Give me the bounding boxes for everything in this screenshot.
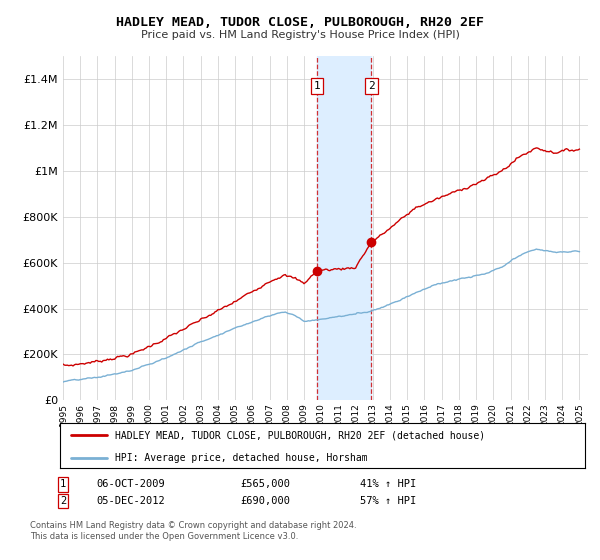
Text: 05-DEC-2012: 05-DEC-2012 bbox=[96, 496, 165, 506]
Text: 57% ↑ HPI: 57% ↑ HPI bbox=[360, 496, 416, 506]
Bar bbox=[317, 56, 371, 400]
Text: HPI: Average price, detached house, Horsham: HPI: Average price, detached house, Hors… bbox=[115, 452, 368, 463]
Text: Contains HM Land Registry data © Crown copyright and database right 2024.
This d: Contains HM Land Registry data © Crown c… bbox=[30, 521, 356, 540]
Text: 2: 2 bbox=[60, 496, 66, 506]
Text: Price paid vs. HM Land Registry's House Price Index (HPI): Price paid vs. HM Land Registry's House … bbox=[140, 30, 460, 40]
Text: HADLEY MEAD, TUDOR CLOSE, PULBOROUGH, RH20 2EF (detached house): HADLEY MEAD, TUDOR CLOSE, PULBOROUGH, RH… bbox=[115, 430, 485, 440]
Text: £565,000: £565,000 bbox=[240, 479, 290, 489]
Text: 2: 2 bbox=[368, 81, 375, 91]
Text: £690,000: £690,000 bbox=[240, 496, 290, 506]
Text: 1: 1 bbox=[314, 81, 320, 91]
Text: HADLEY MEAD, TUDOR CLOSE, PULBOROUGH, RH20 2EF: HADLEY MEAD, TUDOR CLOSE, PULBOROUGH, RH… bbox=[116, 16, 484, 29]
Text: 06-OCT-2009: 06-OCT-2009 bbox=[96, 479, 165, 489]
Text: 1: 1 bbox=[60, 479, 66, 489]
Text: 41% ↑ HPI: 41% ↑ HPI bbox=[360, 479, 416, 489]
